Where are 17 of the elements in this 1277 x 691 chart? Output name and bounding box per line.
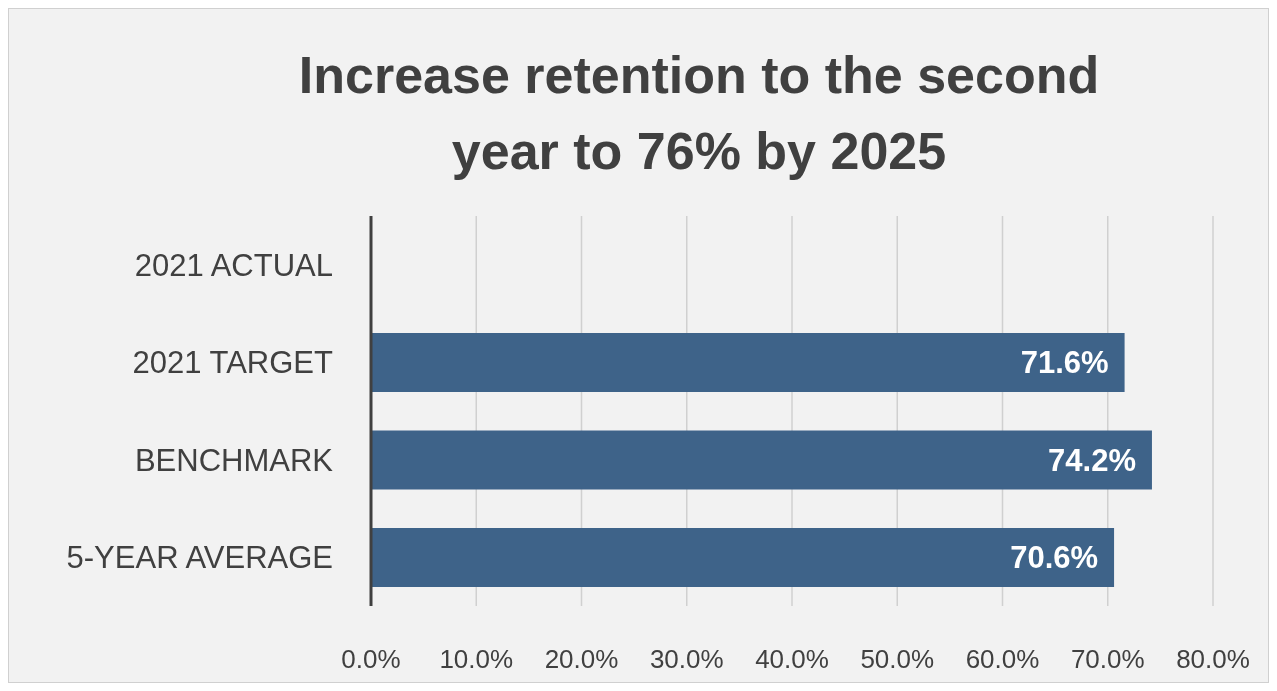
x-tick-label: 0.0% <box>341 644 401 675</box>
data-label: 74.2% <box>1048 442 1136 478</box>
x-tick-label: 80.0% <box>1176 644 1250 675</box>
chart-title: Increase retention to the second year to 76% by 2025 <box>297 45 1101 182</box>
y-tick-label: 5-YEAR AVERAGE <box>66 540 333 576</box>
x-tick-label: 70.0% <box>1070 644 1145 675</box>
x-tick-label: 50.0% <box>860 644 935 675</box>
y-tick-label: 2021 ACTUAL <box>134 247 333 283</box>
y-tick-label: BENCHMARK <box>134 442 334 478</box>
x-tick-label: 20.0% <box>544 644 619 675</box>
y-tick-label: 2021 TARGET <box>132 345 334 381</box>
x-tick-label: 40.0% <box>755 644 829 675</box>
data-label: 71.6% <box>1020 345 1109 380</box>
x-tick-label: 30.0% <box>649 644 724 675</box>
x-tick-label: 60.0% <box>965 644 1040 675</box>
data-label: 70.6% <box>1010 540 1099 575</box>
x-tick-label: 10.0% <box>439 644 514 675</box>
